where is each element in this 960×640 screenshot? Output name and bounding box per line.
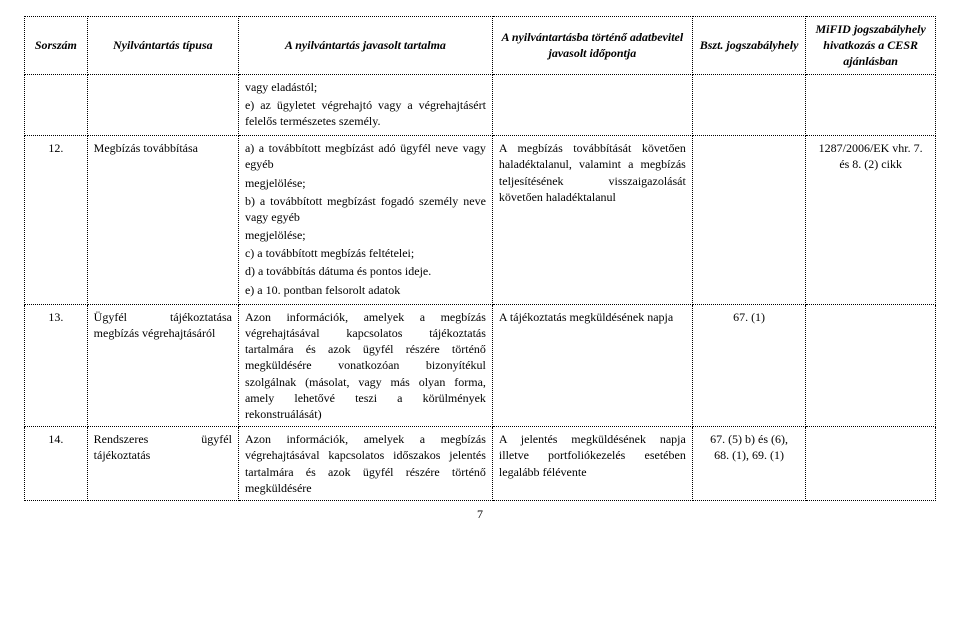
cell-tipus: Rendszeres ügyfél tájékoztatás xyxy=(87,427,238,501)
col-tartalma: A nyilvántartás javasolt tartalma xyxy=(238,17,492,75)
cell-sorszam: 12. xyxy=(25,136,88,305)
cell-mifid xyxy=(806,304,936,426)
cell-mifid: 1287/2006/EK vhr. 7. és 8. (2) cikk xyxy=(806,136,936,305)
cell-content: Azon információk, amelyek a megbízás vég… xyxy=(238,427,492,501)
col-bszt: Bszt. jogszabályhely xyxy=(692,17,805,75)
text: megjelölése; xyxy=(245,227,486,243)
cell-bszt xyxy=(692,136,805,305)
col-sorszam: Sorszám xyxy=(25,17,88,75)
text: c) a továbbított megbízás feltételei; xyxy=(245,245,486,261)
text: megjelölése; xyxy=(245,175,486,191)
table-row: 12. Megbízás továbbítása a) a továbbítot… xyxy=(25,136,936,305)
cell-content: a) a továbbított megbízást adó ügyfél ne… xyxy=(238,136,492,305)
page-number: 7 xyxy=(24,507,936,522)
cell-idopont: A tájékoztatás megküldésének napja xyxy=(492,304,692,426)
text: e) az ügyletet végrehajtó vagy a végreha… xyxy=(245,97,486,129)
cell-sorszam: 13. xyxy=(25,304,88,426)
cell-tipus: Ügyfél tájékoztatása megbízás végrehajtá… xyxy=(87,304,238,426)
cell-bszt: 67. (5) b) és (6), 68. (1), 69. (1) xyxy=(692,427,805,501)
col-mifid: MiFID jogszabályhely hivatkozás a CESR a… xyxy=(806,17,936,75)
cell-mifid xyxy=(806,427,936,501)
cell-content: vagy eladástól; e) az ügyletet végrehajt… xyxy=(238,74,492,136)
text: d) a továbbítás dátuma és pontos ideje. xyxy=(245,263,486,279)
cell-content: Azon információk, amelyek a megbízás vég… xyxy=(238,304,492,426)
text: vagy eladástól; xyxy=(245,79,486,95)
cell-bszt: 67. (1) xyxy=(692,304,805,426)
cell-sorszam: 14. xyxy=(25,427,88,501)
text: e) a 10. pontban felsorolt adatok xyxy=(245,282,486,298)
text: b) a továbbított megbízást fogadó személ… xyxy=(245,193,486,225)
table-row: vagy eladástól; e) az ügyletet végrehajt… xyxy=(25,74,936,136)
text: a) a továbbított megbízást adó ügyfél ne… xyxy=(245,140,486,172)
cell-idopont: A megbízás továbbítását követően haladék… xyxy=(492,136,692,305)
col-tipusa: Nyilvántartás típusa xyxy=(87,17,238,75)
table-header-row: Sorszám Nyilvántartás típusa A nyilvánta… xyxy=(25,17,936,75)
table-row: 14. Rendszeres ügyfél tájékoztatás Azon … xyxy=(25,427,936,501)
col-idopontja: A nyilvántartásba történő adatbevitel ja… xyxy=(492,17,692,75)
table-row: 13. Ügyfél tájékoztatása megbízás végreh… xyxy=(25,304,936,426)
cell-tipus: Megbízás továbbítása xyxy=(87,136,238,305)
records-table: Sorszám Nyilvántartás típusa A nyilvánta… xyxy=(24,16,936,501)
cell-idopont: A jelentés megküldésének napja illetve p… xyxy=(492,427,692,501)
